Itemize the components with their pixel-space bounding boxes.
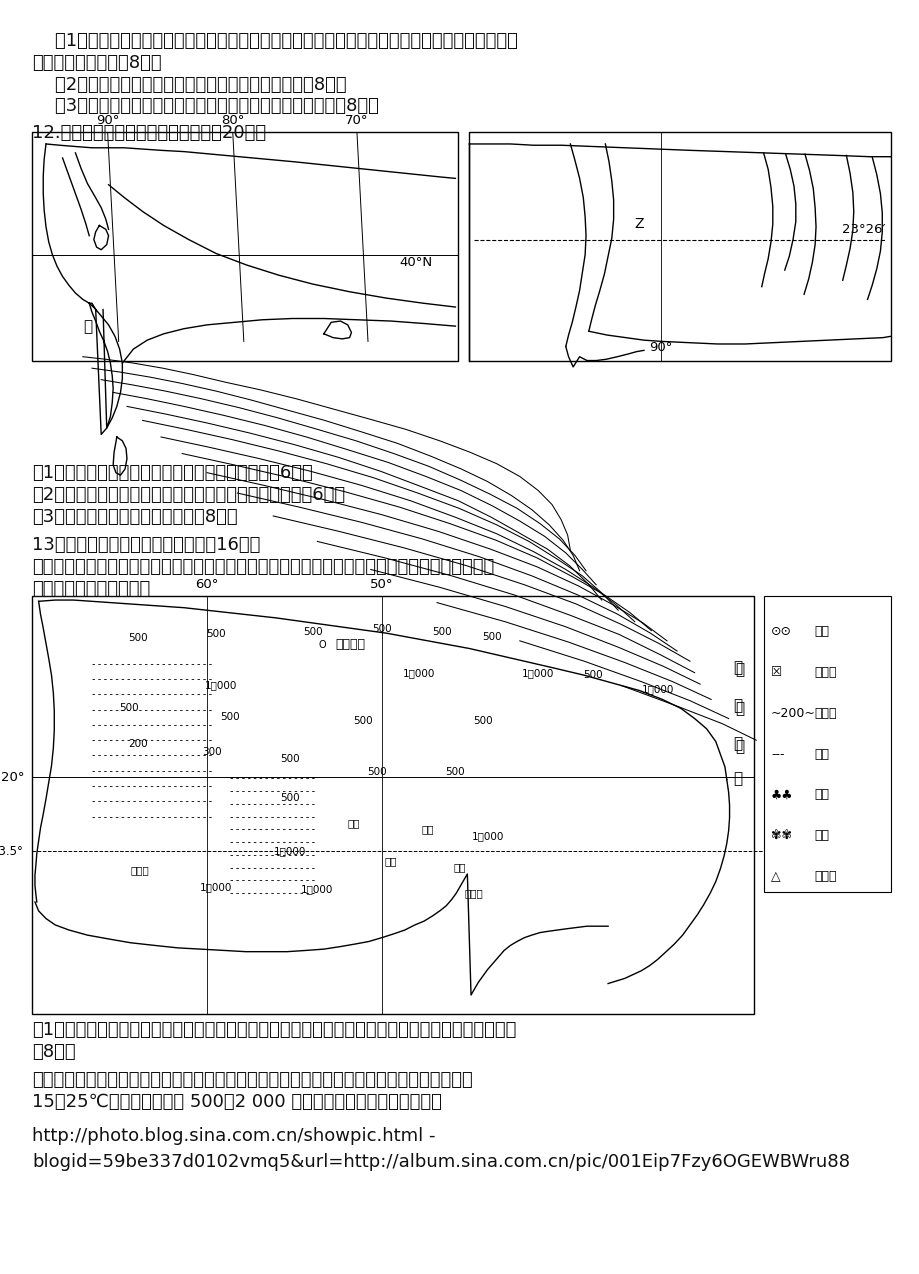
Text: 500: 500	[583, 670, 603, 680]
Text: 500: 500	[367, 767, 387, 777]
Text: 12.阅读图文资料，完成下列要求。（20分）: 12.阅读图文资料，完成下列要求。（20分）	[32, 124, 266, 141]
Text: （1）根据材料一和所学知识，说出潘塔纳尔湿地面积的季节变化规律，并分析湿地面积很大的原因。: （1）根据材料一和所学知识，说出潘塔纳尔湿地面积的季节变化规律，并分析湿地面积很…	[32, 1022, 516, 1040]
Text: 500: 500	[445, 767, 465, 777]
Text: 西: 西	[734, 701, 743, 716]
Text: 80°: 80°	[221, 115, 244, 127]
Text: 中中: 中中	[347, 818, 360, 828]
Text: （2）试分析甲地大棚内大量种植吐藤西瓜的原因。（8分）: （2）试分析甲地大棚内大量种植吐藤西瓜的原因。（8分）	[32, 75, 346, 94]
Text: ---: ---	[770, 748, 784, 761]
Text: 500: 500	[302, 627, 323, 637]
Text: 90°: 90°	[96, 115, 119, 127]
Bar	[469, 132, 890, 361]
Text: △: △	[770, 870, 784, 883]
Text: ♣♣: ♣♣	[770, 789, 792, 801]
Text: blogid=59be337d0102vmq5&url=http://album.sina.com.cn/pic/001Eip7Fzy6OGEWBWru88: blogid=59be337d0102vmq5&url=http://album…	[32, 1153, 849, 1171]
Text: 铝土矿: 铝土矿	[813, 870, 835, 883]
Text: 23°26′: 23°26′	[842, 223, 885, 236]
Text: 20°: 20°	[1, 771, 25, 784]
Text: 大: 大	[732, 660, 742, 675]
Text: 500: 500	[482, 632, 502, 642]
Text: 500: 500	[119, 703, 139, 713]
Text: 1，000: 1，000	[471, 831, 504, 841]
Text: （1）简述甲、乙所在国家人口增长模式的特点。（6分）: （1）简述甲、乙所在国家人口增长模式的特点。（6分）	[32, 465, 312, 483]
Text: 甲: 甲	[83, 318, 92, 334]
Text: Z: Z	[634, 217, 643, 231]
Text: 500: 500	[279, 792, 300, 803]
Text: （1）甲、乙两地均为我国重要的反季节蔬菜生产基地，但两地蔬菜大量上市的季节却完全不同，: （1）甲、乙两地均为我国重要的反季节蔬菜生产基地，但两地蔬菜大量上市的季节却完全…	[32, 32, 517, 51]
Text: （8分）: （8分）	[32, 1042, 75, 1061]
Text: 洋: 洋	[732, 771, 742, 786]
Text: O: O	[318, 640, 325, 650]
Text: 试分析主要原因。（8分）: 试分析主要原因。（8分）	[32, 54, 162, 73]
Text: 60°: 60°	[195, 578, 219, 591]
Text: 大: 大	[734, 662, 743, 678]
Text: 23.5°: 23.5°	[0, 845, 23, 857]
Text: 中中: 中中	[384, 856, 397, 866]
Text: 500: 500	[472, 716, 493, 726]
Text: 50°: 50°	[369, 578, 393, 591]
Text: 玉米: 玉米	[813, 829, 828, 842]
Text: ~200~: ~200~	[770, 707, 815, 720]
Text: 巴西利亚: 巴西利亚	[335, 638, 366, 651]
Text: 咖啡: 咖啡	[813, 789, 828, 801]
Text: 1，000: 1，000	[273, 846, 306, 856]
Text: 中中: 中中	[421, 824, 434, 834]
Text: 15％25℃，理想的海拔为 500～2 000 米。下表是圣保罗的气候资料。: 15％25℃，理想的海拔为 500～2 000 米。下表是圣保罗的气候资料。	[32, 1093, 442, 1111]
Text: 圣保罗: 圣保罗	[464, 888, 482, 898]
Text: 洋: 洋	[734, 739, 743, 754]
Text: （3）图中乙农业生产有何特点？（8分）: （3）图中乙农业生产有何特点？（8分）	[32, 507, 238, 526]
Text: http://photo.blog.sina.com.cn/showpic.html -: http://photo.blog.sina.com.cn/showpic.ht…	[32, 1127, 436, 1145]
Text: ✾✾: ✾✾	[770, 829, 791, 842]
Text: （3）从自然方面分析鮸族同胞建造船型房屋的主要原因。（8分）: （3）从自然方面分析鮸族同胞建造船型房屋的主要原因。（8分）	[32, 97, 379, 116]
Text: 40°N: 40°N	[399, 256, 432, 269]
Text: 湿地: 湿地	[813, 748, 828, 761]
Text: 500: 500	[431, 627, 451, 637]
Text: 洋: 洋	[732, 736, 742, 752]
Text: 500: 500	[279, 754, 300, 764]
Text: 70°: 70°	[345, 115, 369, 127]
Bar	[763, 596, 890, 892]
Bar	[32, 596, 754, 1014]
Text: 500: 500	[220, 712, 240, 722]
Text: 300: 300	[201, 747, 221, 757]
Text: 1，000: 1，000	[199, 882, 233, 892]
Text: 500: 500	[206, 629, 226, 640]
Text: 1，000: 1，000	[204, 680, 237, 691]
Text: 是世界面积最大的湿地，: 是世界面积最大的湿地，	[32, 580, 151, 598]
Text: 等高线: 等高线	[813, 707, 835, 720]
Text: 中中: 中中	[453, 862, 466, 873]
Text: 500: 500	[371, 624, 391, 634]
Text: 200: 200	[128, 739, 148, 749]
Text: 西: 西	[732, 698, 742, 713]
Text: 13．阅读下列图文材料，完成问题（16分）: 13．阅读下列图文材料，完成问题（16分）	[32, 536, 260, 554]
Text: 材料一：下图为南美部分区域图。图中的湿地是全球最丰富的水生植物分布地区。潘塔纳尔湿地，: 材料一：下图为南美部分区域图。图中的湿地是全球最丰富的水生植物分布地区。潘塔纳尔…	[32, 558, 494, 576]
Text: 材料二：咏啡是世界三大饮料之一。种植咏啡需均匀的降雨和排水通畅的土地，理想的气温是: 材料二：咏啡是世界三大饮料之一。种植咏啡需均匀的降雨和排水通畅的土地，理想的气温…	[32, 1071, 472, 1089]
Text: 500: 500	[353, 716, 373, 726]
Text: ⊙⊙: ⊙⊙	[770, 626, 791, 638]
Text: 500: 500	[128, 633, 148, 643]
Text: 1，000: 1，000	[402, 668, 435, 678]
Text: 90°: 90°	[648, 341, 672, 354]
Text: ☒: ☒	[770, 666, 786, 679]
Text: 1，000: 1，000	[521, 668, 554, 678]
Text: 水电站: 水电站	[813, 666, 835, 679]
Text: 城市: 城市	[813, 626, 828, 638]
Text: 1，000: 1，000	[641, 684, 674, 694]
Text: 1，000: 1，000	[301, 884, 334, 894]
Text: （2）说出图中甲处农业地域类型，并分析其形成条件。（6分）: （2）说出图中甲处农业地域类型，并分析其形成条件。（6分）	[32, 485, 345, 505]
Text: 亚热素: 亚热素	[130, 865, 149, 875]
Bar	[32, 132, 458, 361]
